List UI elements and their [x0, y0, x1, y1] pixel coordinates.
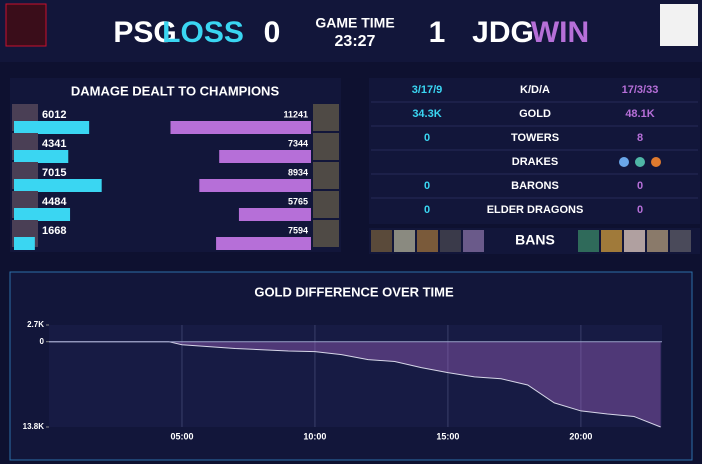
team1-result: LOSS — [162, 16, 244, 49]
stat-label: K/D/A — [520, 84, 550, 96]
stat-label: GOLD — [519, 108, 551, 120]
drake-icon — [619, 157, 629, 167]
team2-name: JDG — [472, 16, 534, 49]
damage-label: 7015 — [42, 167, 66, 179]
stats-table: 3/17/9 K/D/A 17/3/33 34.3K GOLD 48.1K 0 TOWERS 8… — [371, 84, 698, 216]
stat-right: 48.1K — [625, 108, 654, 120]
ban-portrait — [670, 230, 691, 252]
champion-portrait — [313, 133, 339, 160]
team1-score: 0 — [264, 16, 281, 49]
x-tick-label: 20:00 — [569, 431, 592, 441]
x-tick-label: 05:00 — [170, 431, 193, 441]
y-tick-label: 0 — [40, 337, 45, 346]
damage-label: 6012 — [42, 109, 66, 121]
bans-label: BANS — [515, 232, 555, 248]
champion-portrait — [313, 191, 339, 218]
damage-label: 1668 — [42, 225, 66, 237]
team2-logo — [660, 4, 698, 46]
y-tick-label: 2.7K — [27, 320, 44, 329]
stat-right: 0 — [637, 204, 643, 216]
stat-label: DRAKES — [512, 156, 558, 168]
team1-name: PSG — [113, 16, 176, 49]
team2-score: 1 — [429, 16, 446, 49]
ban-portrait — [624, 230, 645, 252]
stats-panel — [369, 78, 700, 224]
y-tick-label: 13.8K — [23, 422, 45, 431]
ban-portrait — [417, 230, 438, 252]
stat-label: ELDER DRAGONS — [487, 204, 584, 216]
champion-portrait — [313, 104, 339, 131]
champion-portrait — [313, 220, 339, 247]
stat-label: BARONS — [511, 180, 559, 192]
damage-bar — [170, 121, 311, 134]
x-tick-label: 10:00 — [303, 431, 326, 441]
team2-result: WIN — [531, 16, 589, 49]
ban-portrait — [601, 230, 622, 252]
champion-portrait — [313, 162, 339, 189]
damage-bar — [216, 237, 311, 250]
chart-title: DAMAGE DEALT TO CHAMPIONS — [71, 83, 280, 98]
drake-icon — [635, 157, 645, 167]
damage-label: 4341 — [42, 138, 66, 150]
stat-right: 17/3/33 — [622, 84, 659, 96]
damage-label: 11241 — [283, 109, 308, 119]
ban-portrait — [371, 230, 392, 252]
time-label: GAME TIME — [315, 15, 394, 31]
ban-portrait — [463, 230, 484, 252]
ban-portrait — [394, 230, 415, 252]
stat-left: 3/17/9 — [412, 84, 443, 96]
damage-bar — [14, 237, 35, 250]
ban-portrait — [440, 230, 461, 252]
damage-panel — [10, 78, 341, 252]
drake-icons — [619, 157, 661, 167]
x-tick-label: 15:00 — [436, 431, 459, 441]
damage-bar — [14, 121, 90, 134]
ban-portraits — [371, 230, 691, 252]
drake-icon — [651, 157, 661, 167]
damage-label: 4484 — [42, 196, 67, 208]
stat-left: 0 — [424, 132, 430, 144]
damage-label: 7594 — [288, 225, 308, 235]
damage-label: 7344 — [288, 138, 308, 148]
stat-right: 8 — [637, 132, 643, 144]
damage-bar — [14, 179, 102, 192]
stat-left: 0 — [424, 180, 430, 192]
damage-label: 5765 — [288, 196, 308, 206]
stat-label: TOWERS — [511, 132, 559, 144]
damage-label: 8934 — [288, 167, 308, 177]
stat-left: 0 — [424, 204, 430, 216]
gold-area — [49, 341, 661, 427]
stat-right: 0 — [637, 180, 643, 192]
damage-bar — [14, 208, 71, 221]
ban-portrait — [578, 230, 599, 252]
damage-bar — [14, 150, 69, 163]
game-time: 23:27 — [335, 33, 376, 50]
header-bar — [0, 0, 702, 62]
chart-title: GOLD DIFFERENCE OVER TIME — [254, 284, 454, 299]
damage-bar — [199, 179, 311, 192]
damage-bar — [219, 150, 311, 163]
team1-logo — [5, 3, 47, 47]
damage-bar — [238, 208, 311, 221]
stat-left: 34.3K — [412, 108, 441, 120]
ban-portrait — [647, 230, 668, 252]
